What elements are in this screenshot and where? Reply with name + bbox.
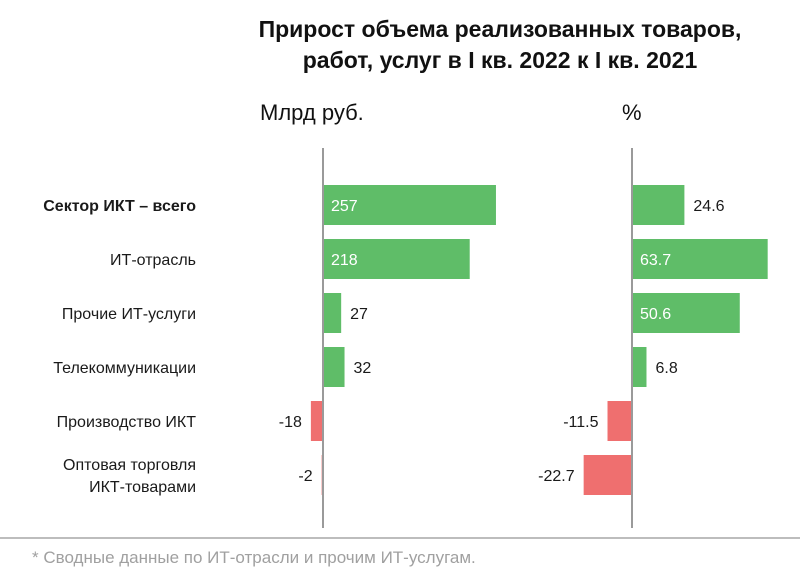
category-label-1: ИТ-отрасль [110, 252, 196, 269]
pct-value-label-5: -22.7 [538, 468, 575, 485]
footnote: * Сводные данные по ИТ-отрасли и прочим … [32, 548, 476, 567]
pct-value-label-3: 6.8 [655, 360, 677, 377]
abs-value-label-5: -2 [298, 468, 312, 485]
pct-bar-5 [583, 455, 632, 495]
category-label-3: Телекоммуникации [53, 360, 196, 377]
category-label-0: Сектор ИКТ – всего [43, 198, 196, 215]
abs-value-label-2: 27 [350, 306, 368, 323]
percent-bars: 24.6 63.7 50.6 6.8 -11.5 -22.7 [538, 185, 768, 495]
category-labels: Сектор ИКТ – всего ИТ-отрасль Прочие ИТ-ус… [43, 198, 196, 496]
category-label-4: Производство ИКТ [57, 414, 197, 431]
abs-bar-1 [323, 239, 470, 279]
abs-bar-2 [323, 293, 342, 333]
chart-title-line-1: Прирост объема реализованных товаров, [258, 16, 742, 42]
category-label-5-line-0: Оптовая торговля [63, 457, 196, 474]
category-label-2: Прочие ИТ-услуги [62, 306, 196, 323]
abs-value-label-4: -18 [279, 414, 302, 431]
pct-value-label-0: 24.6 [693, 198, 724, 215]
pct-bar-1 [632, 239, 768, 279]
pct-bar-3 [632, 347, 647, 387]
absolute-axis-label: Млрд руб. [260, 100, 364, 125]
category-label-5-line-1: ИКТ-товарами [89, 479, 196, 496]
pct-bar-0 [632, 185, 685, 225]
pct-bar-2 [632, 293, 740, 333]
abs-value-label-0: 257 [331, 198, 358, 215]
chart-title-line-2: работ, услуг в I кв. 2022 к I кв. 2021 [302, 47, 698, 73]
abs-bar-0 [323, 185, 496, 225]
pct-bar-4 [607, 401, 632, 441]
abs-value-label-3: 32 [354, 360, 372, 377]
abs-bar-3 [323, 347, 345, 387]
percent-axis-label: % [622, 100, 642, 125]
abs-bar-4 [310, 401, 323, 441]
pct-value-label-1: 63.7 [640, 252, 671, 269]
chart-title: Прирост объема реализованных товаров, ра… [200, 14, 800, 76]
axes [0, 148, 800, 539]
pct-value-label-2: 50.6 [640, 306, 671, 323]
pct-value-label-4: -11.5 [563, 414, 598, 431]
abs-value-label-1: 218 [331, 252, 358, 269]
absolute-bars: 257 218 27 32 -18 -2 [279, 185, 496, 495]
